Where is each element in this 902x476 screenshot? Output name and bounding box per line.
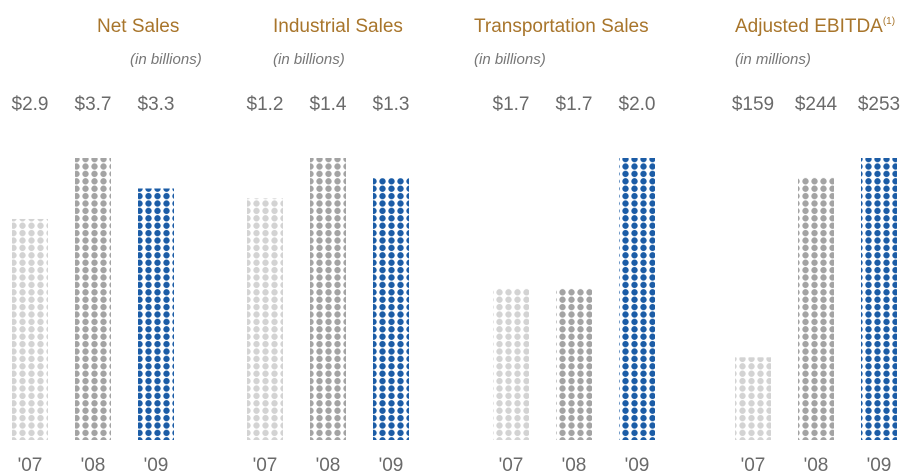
title-text: Industrial Sales — [273, 16, 403, 37]
value-label: $3.3 — [138, 94, 175, 115]
dot-bar — [861, 158, 897, 440]
x-tick-label: '09 — [144, 455, 169, 476]
chart-subtitle: (in billions) — [130, 51, 202, 68]
value-label: $1.7 — [493, 94, 530, 115]
title-text: Transportation Sales — [474, 16, 649, 37]
dot-bar — [373, 178, 409, 440]
chart-title: Adjusted EBITDA(1) — [735, 16, 895, 37]
value-label: $1.2 — [247, 94, 284, 115]
dot-bar — [12, 218, 48, 440]
x-tick-label: '08 — [562, 455, 587, 476]
x-tick-label: '09 — [867, 455, 892, 476]
dot-bar — [310, 158, 346, 440]
dot-bar — [493, 288, 529, 440]
x-tick-label: '08 — [804, 455, 829, 476]
value-label: $3.7 — [75, 94, 112, 115]
chart-subtitle: (in billions) — [273, 51, 345, 68]
x-tick-label: '09 — [379, 455, 404, 476]
x-tick-label: '09 — [625, 455, 650, 476]
title-text: Adjusted EBITDA — [735, 16, 883, 37]
dot-bar — [619, 158, 655, 440]
value-label: $253 — [858, 94, 900, 115]
chart-subtitle: (in millions) — [735, 51, 811, 68]
chart-title: Industrial Sales — [273, 16, 403, 37]
title-text: Net Sales — [97, 16, 179, 37]
chart-title: Net Sales — [97, 16, 179, 37]
chart-subtitle: (in billions) — [474, 51, 546, 68]
value-label: $159 — [732, 94, 774, 115]
x-tick-label: '07 — [499, 455, 524, 476]
x-tick-label: '07 — [18, 455, 43, 476]
value-label: $1.4 — [310, 94, 347, 115]
value-label: $1.7 — [556, 94, 593, 115]
chart-title: Transportation Sales — [474, 16, 649, 37]
x-tick-label: '08 — [81, 455, 106, 476]
dot-bar — [247, 198, 283, 440]
value-label: $2.9 — [12, 94, 49, 115]
value-label: $1.3 — [373, 94, 410, 115]
value-label: $2.0 — [619, 94, 656, 115]
x-tick-label: '07 — [741, 455, 766, 476]
x-tick-label: '07 — [253, 455, 278, 476]
title-note: (1) — [883, 16, 895, 27]
dot-bar — [75, 158, 111, 440]
dot-bar — [138, 188, 174, 440]
dot-bar — [556, 288, 592, 440]
dot-bar — [735, 357, 771, 440]
x-tick-label: '08 — [316, 455, 341, 476]
value-label: $244 — [795, 94, 838, 115]
dot-bar — [798, 177, 834, 440]
